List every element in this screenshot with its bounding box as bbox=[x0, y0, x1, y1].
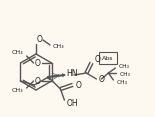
Text: CH₃: CH₃ bbox=[53, 44, 65, 49]
Text: O: O bbox=[35, 58, 40, 68]
Text: O: O bbox=[94, 55, 100, 64]
Text: Abs: Abs bbox=[102, 55, 114, 60]
Text: CH₃: CH₃ bbox=[12, 88, 24, 93]
Text: CH₃: CH₃ bbox=[12, 51, 24, 55]
FancyBboxPatch shape bbox=[99, 52, 117, 64]
Text: O: O bbox=[37, 35, 43, 44]
Text: O: O bbox=[75, 80, 81, 90]
Text: O: O bbox=[98, 75, 104, 84]
Text: CH₃: CH₃ bbox=[118, 64, 129, 68]
Text: OH: OH bbox=[66, 99, 78, 108]
Text: CH₃: CH₃ bbox=[116, 80, 127, 86]
Text: CH₃: CH₃ bbox=[119, 71, 130, 77]
Text: HN: HN bbox=[66, 69, 78, 79]
Text: O: O bbox=[35, 77, 40, 86]
